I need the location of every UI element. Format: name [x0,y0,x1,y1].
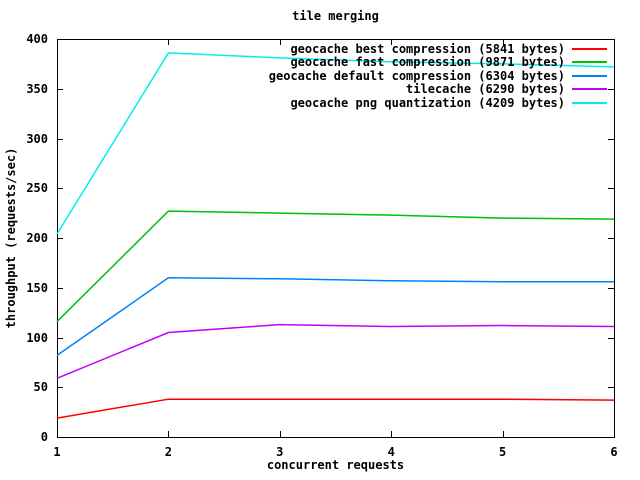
x-axis-label: concurrent requests [266,458,405,472]
x-tick-label: 2 [164,445,172,459]
y-tick-label: 400 [26,32,48,46]
legend-line-sample [572,47,607,50]
legend-entry: geocache fast compression (9871 bytes) [290,55,607,70]
legend-line-sample [572,88,607,91]
legend-line-sample [572,74,607,77]
x-tick-label: 4 [387,445,395,459]
x-tick-label: 1 [53,445,61,459]
legend-entry: geocache best compression (5841 bytes) [290,42,607,56]
series-line [56,210,615,323]
legend-entry: geocache default compression (6304 bytes… [269,69,607,83]
x-tick-label: 6 [610,445,618,459]
legend-entry: tilecache (6290 bytes) [406,82,607,97]
y-tick-label: 150 [26,280,48,295]
y-tick-label: 100 [26,330,48,345]
y-tick-label: 250 [26,181,48,196]
y-tick-label: 300 [26,131,48,146]
legend-line-sample [572,101,607,104]
y-tick-label: 0 [40,430,48,444]
series-line [56,323,615,379]
legend: geocache best compression (5841 bytes) ge… [269,42,607,110]
legend-label: geocache fast compression (9871 bytes) [290,55,565,70]
chart-title: tile merging [292,9,379,23]
legend-entry: geocache png quantization (4209 bytes) [290,96,607,110]
x-tick-label: 5 [498,445,507,459]
y-tick-label: 350 [26,81,48,96]
y-tick-label: 50 [33,380,48,395]
y-tick-label: 200 [26,231,48,245]
x-tick-label: 3 [276,445,284,459]
legend-label: tilecache (6290 bytes) [406,82,565,97]
series-line [56,277,614,357]
series-line [56,52,615,235]
legend-line-sample [572,61,607,64]
series-line [56,398,615,419]
legend-label: geocache default compression (6304 bytes… [268,68,565,83]
legend-label: geocache best compression (5841 bytes) [290,41,565,56]
legend-label: geocache png quantization (4209 bytes) [290,95,565,110]
